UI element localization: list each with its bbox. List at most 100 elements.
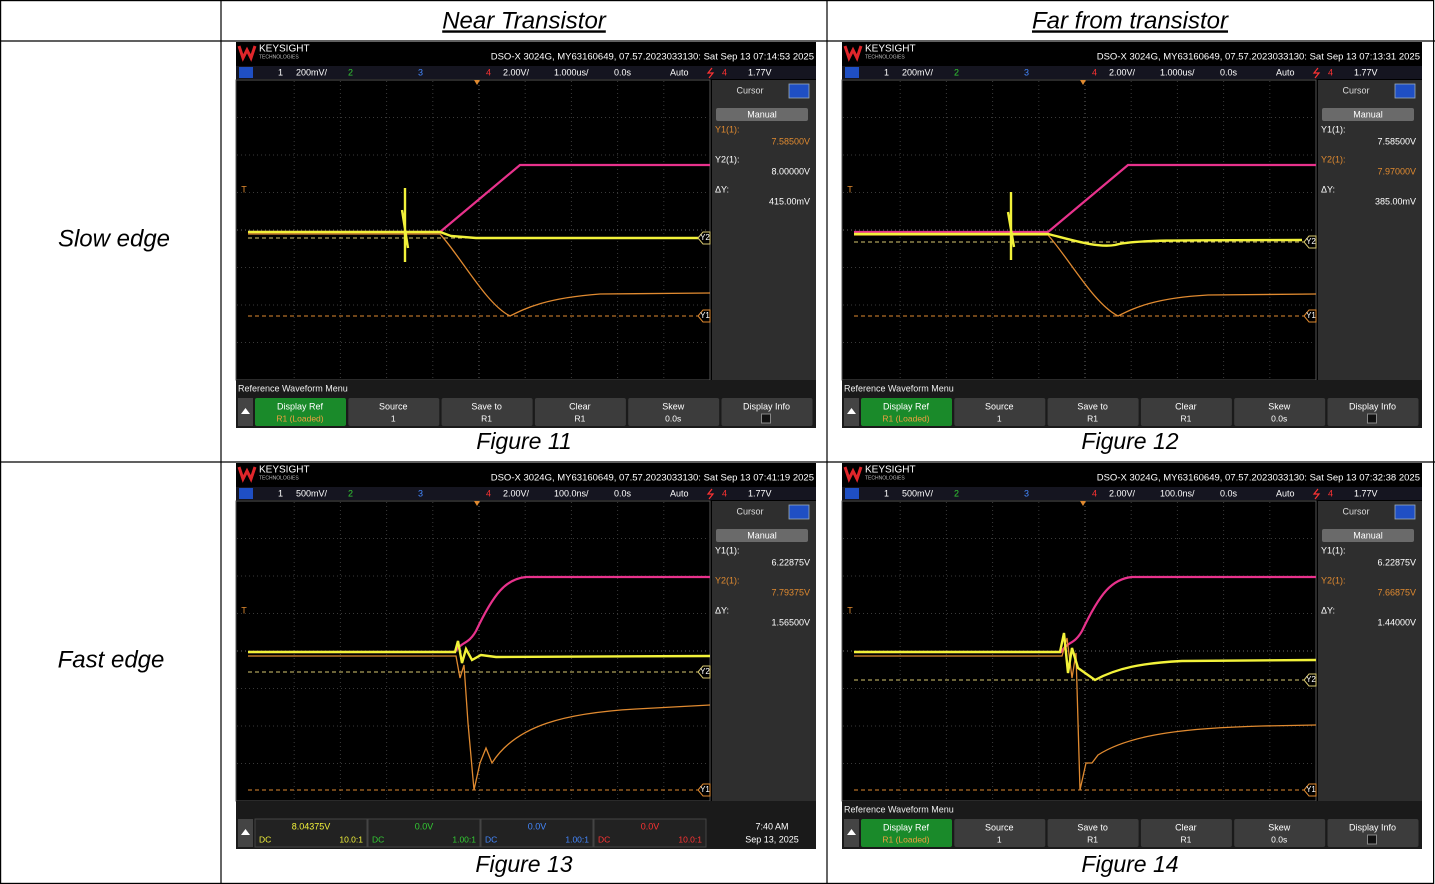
softkey-label: Clear <box>569 401 591 411</box>
channel-field: 200mV/ <box>296 67 328 77</box>
channel-coupling: DC <box>598 834 610 844</box>
softkey-value: 0.0s <box>1271 413 1287 423</box>
channel-field: 4 <box>722 488 727 498</box>
softkey-value: 0.0s <box>665 413 681 423</box>
channel-field: Auto <box>1276 488 1295 498</box>
panel-title: Cursor <box>1342 85 1369 95</box>
readout-value: 6.22875V <box>1377 557 1416 567</box>
brand-name: KEYSIGHT <box>865 465 916 476</box>
channel-field: Auto <box>670 67 689 77</box>
readout-value: 1.56500V <box>771 617 810 627</box>
softkey-checkbox <box>762 414 771 423</box>
softkey-label: Source <box>379 401 408 411</box>
channel-field: 2.00V/ <box>503 488 530 498</box>
softkey-label: Skew <box>1268 822 1291 832</box>
scope-info: DSO-X 3024G, MY63160649, 07.57.202303313… <box>1097 473 1420 484</box>
channel-field: 0.0s <box>614 67 632 77</box>
scope-screenshot: KEYSIGHTTECHNOLOGIESDSO-X 3024G, MY63160… <box>842 42 1422 428</box>
scope-info: DSO-X 3024G, MY63160649, 07.57.202303313… <box>491 473 814 484</box>
status-date: Sep 13, 2025 <box>745 834 799 844</box>
panel-mode: Manual <box>747 109 777 119</box>
channel-field: 500mV/ <box>902 488 934 498</box>
channel-field: 2 <box>348 488 353 498</box>
page: Near Transistor Far from transistor Slow… <box>0 0 1435 884</box>
softkey-label: Save to <box>471 401 502 411</box>
readout-value: 6.22875V <box>771 557 810 567</box>
scope-info: DSO-X 3024G, MY63160649, 07.57.202303313… <box>491 52 814 63</box>
channel-field: 1 <box>278 67 283 77</box>
column-header: Far from transistor <box>1032 7 1229 34</box>
menu-title: Reference Waveform Menu <box>844 804 954 814</box>
column-header: Near Transistor <box>442 7 607 34</box>
panel-mode: Manual <box>1353 109 1383 119</box>
softkey-value: R1 <box>1087 413 1098 423</box>
softkey-label: Display Ref <box>883 822 930 832</box>
softkey-label: Skew <box>1268 401 1291 411</box>
softkey-value: 0.0s <box>1271 834 1287 844</box>
channel-field: Auto <box>1276 67 1295 77</box>
trigger-marker: T <box>241 605 247 615</box>
brand-subtitle: TECHNOLOGIES <box>865 54 905 60</box>
panel-mode: Manual <box>1353 530 1383 540</box>
readout-label: ΔY: <box>715 184 729 194</box>
readout-value: 1.44000V <box>1377 617 1416 627</box>
channel-probe: 1.00:1 <box>452 834 476 844</box>
panel-title: Cursor <box>736 506 763 516</box>
softkey-label: Save to <box>1077 822 1108 832</box>
softkey-value: R1 <box>1180 834 1191 844</box>
softkey-checkbox <box>1368 835 1377 844</box>
channel-field: 1 <box>278 488 283 498</box>
panel-title: Cursor <box>736 85 763 95</box>
scope-info: DSO-X 3024G, MY63160649, 07.57.202303313… <box>1097 52 1420 63</box>
menu-icon <box>845 488 859 499</box>
figure-caption: Figure 11 <box>476 428 571 454</box>
channel-field: 2 <box>954 67 959 77</box>
softkey-value: R1 (Loaded) <box>276 413 323 423</box>
softkey-label: Skew <box>662 401 685 411</box>
figure-caption: Figure 12 <box>1081 428 1178 454</box>
panel-mode: Manual <box>747 530 777 540</box>
channel-field: 0.0s <box>614 488 632 498</box>
readout-label: Y2(1): <box>715 154 740 164</box>
figure-caption: Figure 14 <box>1081 851 1178 877</box>
readout-value: 7.97000V <box>1377 166 1416 176</box>
softkey-checkbox <box>1368 414 1377 423</box>
channel-field: Auto <box>670 488 689 498</box>
channel-field: 200mV/ <box>902 67 934 77</box>
panel-icon <box>789 505 809 519</box>
cursor-tag-label: Y2 <box>700 667 710 676</box>
channel-field: 3 <box>1024 67 1029 77</box>
softkey-value: R1 (Loaded) <box>882 834 929 844</box>
cursor-tag-label: Y1 <box>1306 785 1316 794</box>
channel-offset: 0.0V <box>641 821 660 831</box>
softkey-label: Save to <box>1077 401 1108 411</box>
readout-value: 7.79375V <box>771 587 810 597</box>
status-time: 7:40 AM <box>755 821 788 831</box>
channel-field: 1.77V <box>1354 488 1378 498</box>
readout-label: Y2(1): <box>1321 154 1346 164</box>
scope-screenshot: KEYSIGHTTECHNOLOGIESDSO-X 3024G, MY63160… <box>236 463 816 849</box>
softkey-value: R1 (Loaded) <box>882 413 929 423</box>
channel-field: 2 <box>348 67 353 77</box>
readout-value: 7.58500V <box>771 136 810 146</box>
softkey-value: 1 <box>391 413 396 423</box>
softkey-label: Clear <box>1175 401 1197 411</box>
channel-field: 0.0s <box>1220 488 1238 498</box>
channel-field: 4 <box>486 67 491 77</box>
channel-field: 1.77V <box>748 488 772 498</box>
channel-field: 1 <box>884 488 889 498</box>
softkey-value: R1 <box>1180 413 1191 423</box>
panel-title: Cursor <box>1342 506 1369 516</box>
readout-value: 8.00000V <box>771 166 810 176</box>
scope-screenshot: KEYSIGHTTECHNOLOGIESDSO-X 3024G, MY63160… <box>236 42 816 428</box>
softkey-value: 1 <box>997 834 1002 844</box>
trigger-marker: T <box>847 184 853 194</box>
channel-field: 3 <box>418 67 423 77</box>
channel-field: 3 <box>1024 488 1029 498</box>
channel-field: 1.000us/ <box>554 67 589 77</box>
channel-field: 4 <box>486 488 491 498</box>
readout-label: Y2(1): <box>715 575 740 585</box>
brand-name: KEYSIGHT <box>259 44 310 55</box>
panel-icon <box>1395 505 1415 519</box>
channel-field: 2.00V/ <box>503 67 530 77</box>
